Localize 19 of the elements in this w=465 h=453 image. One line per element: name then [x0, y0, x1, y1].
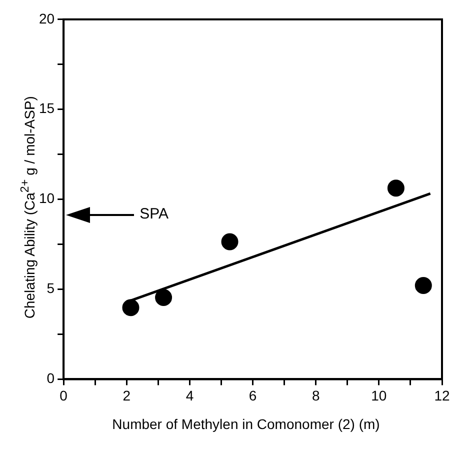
x-tick-label: 2 [122, 387, 131, 404]
x-tick-label: 12 [434, 387, 450, 404]
y-tick-label: 15 [38, 100, 55, 116]
x-tick-label: 6 [248, 387, 257, 404]
point [414, 276, 432, 294]
point [155, 289, 172, 306]
point [387, 180, 404, 197]
y-tick-label: 10 [38, 190, 55, 206]
point [122, 299, 140, 316]
x-tick-label: 4 [186, 387, 194, 404]
ref-line-label: SPA [140, 206, 168, 223]
x-tick-label: 0 [60, 387, 68, 404]
x-tick-label: 8 [312, 387, 320, 404]
x-axis-title: Number of Methylen in Comonomer (2) (m) [111, 416, 381, 432]
y-tick-label: 5 [46, 280, 55, 296]
x-tick-label: 10 [371, 387, 387, 404]
point [221, 233, 238, 250]
y-tick-label: 0 [46, 370, 55, 386]
y-tick-label: 20 [38, 10, 55, 26]
